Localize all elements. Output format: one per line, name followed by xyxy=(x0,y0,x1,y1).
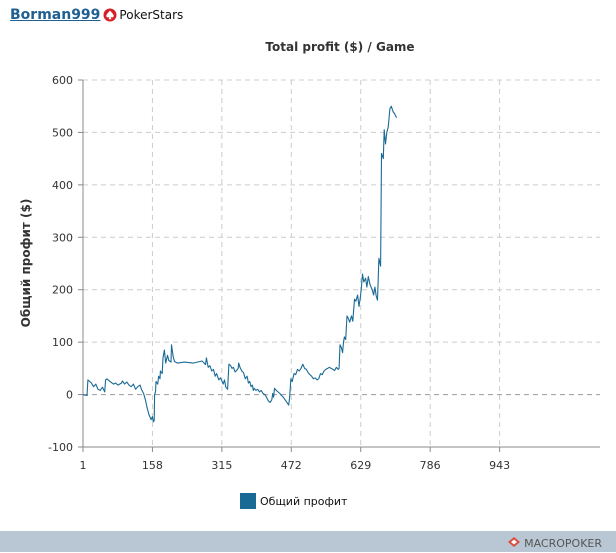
player-name-link[interactable]: Borman999 xyxy=(10,7,101,23)
y-tick-label: 300 xyxy=(52,231,73,244)
chart-header: Borman999 PokerStars xyxy=(10,6,183,24)
x-tick-label: 472 xyxy=(281,459,302,472)
brand-name: MACROPOKER xyxy=(524,537,602,550)
x-tick-label: 786 xyxy=(420,459,441,472)
room-name: PokerStars xyxy=(119,8,184,22)
y-tick-label: -100 xyxy=(48,441,73,454)
brand: MACROPOKER xyxy=(507,534,602,553)
y-tick-label: 0 xyxy=(66,389,73,402)
x-tick-label: 1 xyxy=(80,459,87,472)
series-layer xyxy=(82,105,398,423)
x-tick-label: 315 xyxy=(211,459,232,472)
chart-title: Total profit ($) / Game xyxy=(265,40,414,54)
profit-series-line xyxy=(82,105,398,423)
x-tick-label: 158 xyxy=(142,459,163,472)
y-axis-label: Общий профит ($) xyxy=(19,199,33,328)
footer-bar: MACROPOKER xyxy=(0,531,616,552)
pokerstars-spade-icon xyxy=(103,8,117,22)
x-tick-label: 629 xyxy=(350,459,371,472)
y-tick-label: 500 xyxy=(52,126,73,139)
x-tick-label: 943 xyxy=(489,459,510,472)
legend: Общий профит xyxy=(240,493,347,509)
legend-swatch xyxy=(240,493,256,509)
y-tick-label: 200 xyxy=(52,284,73,297)
axes: -100 0 100 200 300 400 500 600 1 158 315 472 629 786 9… xyxy=(48,74,600,472)
y-tick-label: 400 xyxy=(52,179,73,192)
macropoker-logo-icon xyxy=(507,534,521,553)
grid xyxy=(83,79,600,447)
legend-label: Общий профит xyxy=(260,494,348,508)
y-tick-label: 100 xyxy=(52,336,73,349)
y-tick-label: 600 xyxy=(52,74,73,87)
